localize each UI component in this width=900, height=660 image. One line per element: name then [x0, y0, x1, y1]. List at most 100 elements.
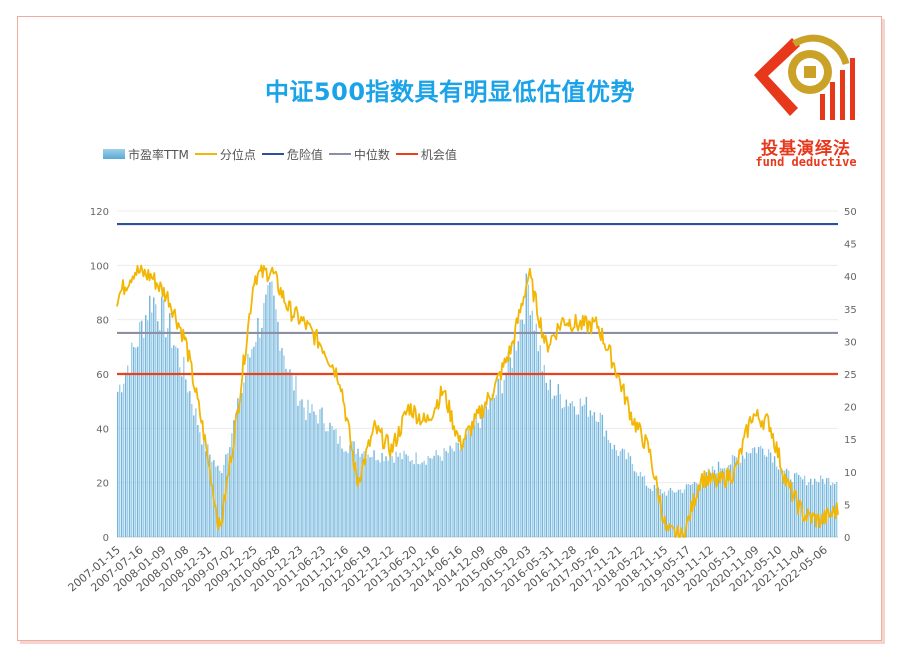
pe-bar — [291, 372, 293, 537]
pe-bar — [735, 457, 738, 537]
pe-bar — [527, 284, 529, 537]
pe-bar — [355, 453, 357, 537]
pe-bar — [345, 451, 347, 537]
legend-item-median[interactable]: 中位数 — [328, 146, 390, 163]
pe-bar — [307, 399, 309, 537]
pe-bar — [353, 441, 355, 537]
pe-bar — [247, 353, 249, 537]
pe-bar — [529, 315, 531, 537]
logo-text-cn: 投基演绎法 — [761, 139, 851, 159]
pe-bar — [491, 393, 493, 537]
pe-bar — [265, 294, 267, 537]
pe-bar — [283, 355, 285, 537]
pe-bar — [585, 396, 588, 537]
pe-bar — [699, 483, 702, 537]
pe-bar — [615, 450, 618, 537]
legend-label-opportunity: 机会值 — [420, 147, 457, 162]
pe-bar — [779, 469, 782, 537]
pe-bar — [367, 454, 369, 537]
pe-bar — [405, 454, 407, 537]
pe-bar — [583, 404, 586, 537]
pe-bar — [493, 397, 495, 537]
pe-bar — [289, 369, 291, 537]
pe-bar — [227, 453, 229, 537]
pe-bar — [685, 484, 688, 537]
pe-bar — [727, 465, 730, 537]
pe-bar — [377, 459, 379, 537]
right-axis-tick-label: 25 — [844, 370, 857, 381]
pe-bar — [233, 420, 235, 537]
pe-bar — [251, 349, 253, 537]
pe-bar — [821, 479, 824, 537]
pe-bar — [719, 468, 722, 537]
pe-bar — [739, 462, 742, 537]
pe-bar — [567, 406, 570, 537]
pe-bar — [387, 460, 389, 537]
pe-bar — [125, 372, 127, 537]
pe-bar — [715, 473, 718, 537]
legend-swatch-danger — [261, 153, 284, 155]
pe-bar — [679, 489, 682, 537]
pe-bar — [781, 470, 784, 537]
pe-bar — [669, 487, 672, 537]
legend-item-danger[interactable]: 危险值 — [261, 146, 323, 163]
legend-swatch-median — [328, 153, 351, 155]
pe-bar — [219, 470, 221, 537]
pe-bar — [701, 479, 704, 537]
pe-bar — [721, 468, 724, 537]
pe-bar — [321, 407, 323, 537]
pe-bar — [273, 295, 275, 537]
pe-bar — [241, 392, 243, 537]
pe-bar — [331, 426, 333, 537]
pe-bar — [433, 455, 435, 537]
pe-bar — [427, 456, 429, 537]
pe-bar — [333, 429, 335, 537]
pe-bar — [457, 442, 459, 537]
pe-bar — [559, 394, 562, 537]
pe-bar — [681, 492, 684, 537]
pe-bar — [655, 488, 658, 537]
pe-bar — [603, 436, 606, 537]
pe-bar — [167, 328, 169, 537]
pe-bar — [743, 458, 746, 537]
pe-bar — [813, 478, 816, 537]
pe-bar — [317, 423, 319, 537]
pe-bar — [197, 425, 199, 537]
pe-bar — [447, 452, 449, 537]
pe-bar — [305, 420, 307, 537]
pe-bar — [499, 378, 501, 537]
logo-text-en: fund deductive — [755, 155, 857, 169]
pe-bar — [201, 444, 203, 537]
pe-bar — [507, 351, 509, 537]
legend-item-percentile[interactable]: 分位点 — [194, 146, 256, 163]
pe-bar — [791, 482, 794, 537]
pe-bar — [591, 415, 594, 537]
pe-bar — [793, 473, 796, 537]
pe-bar — [257, 317, 259, 537]
pe-bar — [133, 347, 135, 537]
pe-bar — [163, 299, 165, 537]
pe-bar — [429, 458, 431, 537]
pe-bar — [371, 457, 373, 537]
legend-item-pe[interactable]: 市盈率TTM — [103, 146, 189, 163]
pe-bar — [431, 458, 433, 537]
pe-bar — [423, 460, 425, 537]
pe-bar — [139, 322, 141, 537]
pe-bar — [473, 424, 475, 537]
legend-item-opportunity[interactable]: 机会值 — [395, 146, 457, 163]
pe-bar — [745, 452, 748, 537]
pe-bar — [449, 445, 451, 537]
pe-bar — [173, 345, 175, 537]
pe-bar — [159, 329, 161, 537]
pe-bar — [443, 448, 445, 537]
pe-bar — [149, 295, 151, 537]
right-axis-tick-label: 40 — [844, 272, 857, 283]
pe-bar — [633, 471, 636, 537]
pe-bar — [469, 432, 471, 537]
pe-bar — [641, 476, 644, 537]
pe-bar — [637, 476, 640, 537]
left-axis-tick-label: 60 — [96, 370, 109, 381]
pe-bar — [729, 464, 732, 537]
pe-bar — [541, 371, 543, 537]
left-axis-tick-label: 0 — [103, 533, 109, 544]
